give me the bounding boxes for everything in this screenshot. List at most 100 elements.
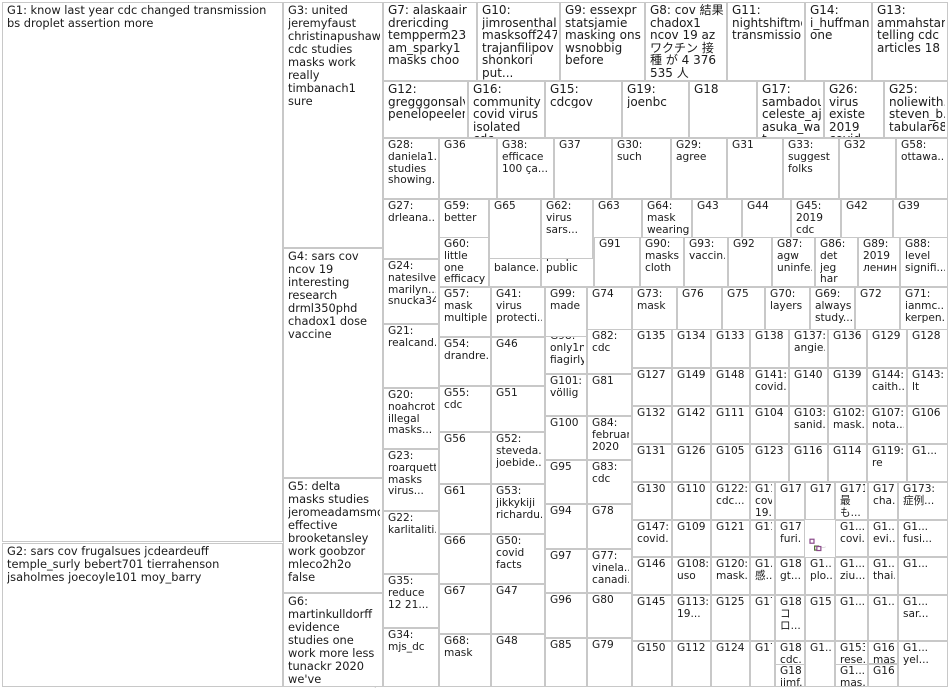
group-label: G59: better <box>444 201 477 224</box>
group-box-g127: G127 <box>632 368 672 406</box>
group-label: G116 <box>794 446 823 457</box>
group-label: G1... covi... <box>840 522 865 545</box>
group-box-g47: G47 <box>491 584 545 634</box>
group-label: G1... evi... <box>873 522 895 545</box>
group-label: G148 <box>716 370 745 381</box>
group-label: G37 <box>559 140 581 151</box>
group-box-g48: G48 <box>491 634 545 687</box>
group-label: G150 <box>637 643 666 654</box>
group-box-g12: G12: gregggonsalv... penelopeeleni <box>383 81 468 138</box>
group-box-g148: G148 <box>711 368 750 406</box>
group-label: G91 <box>599 239 621 250</box>
group-box-g81: G81 <box>587 374 632 416</box>
group-label: G131 <box>637 446 666 457</box>
group-box-g108: G108: uso <box>672 557 711 595</box>
group-box-g101: G101: völlig <box>545 374 587 416</box>
group-label: G60: little one efficacy <box>444 239 486 286</box>
group-box-g156: G1... yel... <box>898 641 948 687</box>
group-label: G104 <box>755 408 784 419</box>
group-label: G74 <box>592 289 614 300</box>
group-label: G82: cdc <box>592 331 618 354</box>
group-label: G1... 感... <box>755 559 772 582</box>
group-label: G141: covid... <box>755 370 786 393</box>
group-box-g115: G11... covid 19... <box>750 482 775 520</box>
group-label: G76 <box>682 289 704 300</box>
group-box-g6: G6: martinkulldorff evidence studies one… <box>283 593 383 687</box>
group-box-g51: G51 <box>491 386 545 432</box>
group-label: G20: noahcrot... illegal masks... <box>388 390 436 437</box>
group-box-g4: G4: sars cov ncov 19 interesting researc… <box>283 248 383 478</box>
group-box-g79: G79 <box>587 638 632 687</box>
group-box-g37: G37 <box>554 138 612 199</box>
group-box-g83: G83: cdc <box>587 460 632 504</box>
group-label: G1... <box>873 597 895 608</box>
group-box-g95: G95 <box>545 460 587 504</box>
group-label: G175 <box>755 597 772 608</box>
group-box-g130: G130 <box>632 482 672 520</box>
group-box-g3: G3: united jeremyfaust christinapushaw c… <box>283 2 383 248</box>
group-box-g87: G87: agw uninfe... <box>772 237 815 287</box>
group-box-g36: G36 <box>439 138 497 199</box>
group-box-g109: G109 <box>672 520 711 557</box>
group-box-g151: G1... covi... <box>835 520 868 557</box>
group-box-g18: G18 <box>689 81 757 138</box>
group-label: G5: delta masks studies jeromeadamsmd ef… <box>288 480 380 584</box>
group-label: G26: virus existe 2019 covid... <box>829 83 872 137</box>
group-box-g167: G1... <box>868 595 898 641</box>
group-box-g46: G46 <box>491 337 545 386</box>
group-box-g53: G53: jikkykiji richardu... <box>491 484 545 534</box>
group-box-g94: G94 <box>545 504 587 549</box>
group-label: G81 <box>592 376 614 387</box>
group-label: G35: reduce 12 21... <box>388 576 429 611</box>
group-box-g55: G55: cdc <box>439 386 491 432</box>
graph-node <box>809 538 815 544</box>
group-box-g158: G1... <box>835 595 868 641</box>
group-box-g86: G86: det jeg har <box>815 237 858 287</box>
group-label: G1... <box>840 597 865 608</box>
group-label: G93: vaccin... <box>689 239 725 262</box>
group-box-g75: G75 <box>722 287 765 337</box>
group-label: G106 <box>912 408 941 419</box>
group-box-g34: G34: mjs_dc <box>383 628 439 687</box>
group-label: G32 <box>844 140 866 151</box>
group-box-g57: G57: mask multiple... <box>439 287 491 337</box>
group-label: G10: jimrosenthal4 masksoff247 trajanfil… <box>482 4 557 80</box>
group-box-g78: G78 <box>587 504 632 549</box>
group-box-g143: G143: lt <box>907 368 948 406</box>
group-box-g7: G7: alaskaair drericding tempperm23 am_s… <box>383 2 477 81</box>
group-box-g172: G17... furi... <box>775 520 805 557</box>
group-label: G6: martinkulldorff evidence studies one… <box>288 595 375 686</box>
group-label: G18... gt... <box>780 559 802 582</box>
group-label: G47 <box>496 586 518 597</box>
group-label: G54: drandre... <box>444 339 488 362</box>
group-label: G19: joenbc <box>627 83 667 109</box>
group-box-g174: G174 <box>805 482 835 520</box>
group-label: G33: suggest folks <box>788 140 830 175</box>
group-label: G65 <box>494 201 516 212</box>
group-label: G96 <box>550 595 572 606</box>
group-label: G18 <box>694 83 719 96</box>
group-label: G27: drleana... <box>388 201 436 224</box>
group-box-g76: G76 <box>677 287 722 337</box>
group-label: G36 <box>444 140 466 151</box>
group-label: G48 <box>496 636 518 647</box>
group-box-g72: G72 <box>855 287 900 337</box>
graph-node <box>816 545 822 552</box>
group-label: G31 <box>732 140 754 151</box>
group-box-g26: G26: virus existe 2019 covid... <box>824 81 884 138</box>
group-box-g23: G23: roarquette masks virus... <box>383 449 439 511</box>
group-label: G153: rese... <box>840 643 865 666</box>
group-box-g159: G1... plo... <box>805 557 835 595</box>
group-box-g175: G175 <box>750 595 775 641</box>
group-box-g100: G100 <box>545 416 587 460</box>
group-label: G101: völlig <box>550 376 582 399</box>
group-box-g8: G8: cov 結果 chadox1 ncov 19 az ワクチン 接種 が … <box>645 2 727 81</box>
group-box-g152: G1... sar... <box>898 595 948 641</box>
group-box-g17: G17: sambadouro celeste_aji... asuka_way… <box>757 81 824 138</box>
group-label: G177 <box>780 484 802 495</box>
group-box-g35: G35: reduce 12 21... <box>383 574 439 628</box>
group-box-g58: G58: ottawa... <box>896 138 948 199</box>
group-label: G25: noliewith... steven_b... tabular68.… <box>889 83 945 134</box>
group-label: G1... <box>903 559 929 570</box>
group-label: G1... thai... <box>873 559 895 582</box>
